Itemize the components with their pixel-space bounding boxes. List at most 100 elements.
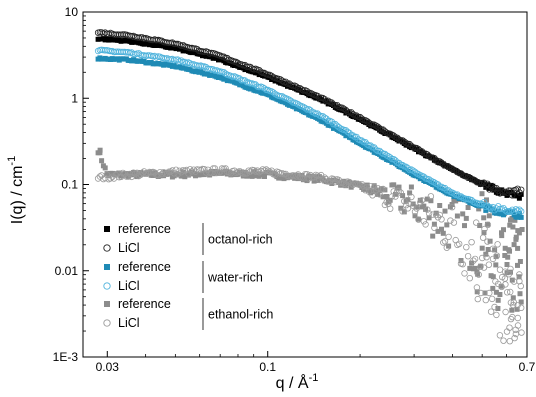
data-point-s5-163 [383, 198, 390, 206]
data-point-s4-202 [453, 198, 459, 204]
data-point-s4-235 [493, 254, 499, 260]
data-point-s5-229 [484, 221, 492, 228]
data-point-s5-216 [475, 271, 482, 278]
data-point-s4-175 [405, 197, 411, 203]
data-point-s4-161 [380, 194, 386, 200]
data-point-s5-43 [170, 170, 178, 177]
data-point-s5-155 [369, 192, 376, 199]
data-point-s4-234 [492, 247, 498, 253]
data-point-s3-149 [358, 137, 366, 144]
data-point-s1-78 [232, 58, 240, 66]
data-point-s3-165 [387, 154, 394, 161]
data-point-s4-180 [414, 204, 420, 210]
data-point-s3-198 [445, 187, 452, 194]
data-point-s3-45 [174, 56, 181, 63]
data-point-s5-182 [417, 199, 424, 206]
data-point-s3-205 [457, 193, 465, 200]
data-point-s1-239 [518, 186, 525, 193]
data-point-s1-210 [466, 174, 473, 181]
data-point-s1-118 [303, 87, 311, 95]
data-point-s4-275 [97, 147, 103, 153]
data-point-s5-219 [477, 289, 484, 297]
data-point-s1-56 [193, 46, 201, 53]
data-point-s4-221 [479, 191, 485, 197]
data-point-s4-269 [516, 230, 522, 236]
data-point-s3-133 [330, 120, 337, 128]
data-point-s5-226 [484, 238, 491, 245]
data-point-s4-267 [515, 262, 520, 268]
data-point-s4-236 [493, 289, 499, 295]
data-point-s5-180 [413, 205, 420, 212]
data-point-s3-239 [518, 208, 525, 215]
data-point-s5-170 [395, 187, 403, 195]
data-point-s5-222 [480, 264, 488, 271]
data-point-s5-268 [514, 322, 522, 329]
y-axis-title: I(q) / cm-1 [6, 156, 26, 224]
data-point-s4-167 [391, 182, 397, 188]
data-point-s5-213 [471, 255, 479, 263]
data-point-s5-161 [379, 185, 387, 193]
y-tick-label: 1 [71, 91, 78, 105]
data-point-s4-190 [431, 221, 437, 227]
data-point-s5-207 [461, 270, 468, 277]
data-point-s1-71 [220, 53, 227, 60]
data-point-s4-17 [125, 174, 131, 180]
data-point-s4-233 [490, 274, 496, 280]
data-point-s4-171 [398, 205, 404, 211]
data-point-s5-80 [236, 167, 243, 175]
data-point-s4-117 [302, 175, 308, 181]
data-point-s4-188 [428, 198, 434, 204]
x-tick-label: 0.03 [96, 360, 120, 374]
data-point-s3-154 [367, 142, 374, 149]
data-point-s5-72 [222, 165, 229, 172]
data-point-s4-238 [495, 297, 501, 303]
data-point-s5-196 [441, 238, 449, 245]
data-point-s5-172 [399, 208, 406, 215]
data-point-s4-121 [309, 173, 315, 179]
data-point-s5-215 [473, 219, 480, 226]
data-point-s3-109 [287, 97, 295, 105]
data-point-s1-200 [448, 165, 456, 172]
data-point-s4-193 [437, 203, 443, 208]
data-point-s5-154 [367, 183, 374, 190]
data-point-s4-48 [180, 169, 186, 175]
data-point-s5-211 [468, 238, 475, 246]
data-point-s5-204 [456, 240, 463, 248]
data-point-s5-165 [387, 205, 394, 212]
data-point-s4-196 [442, 208, 448, 214]
data-point-s4-270 [517, 291, 523, 297]
legend-group-label: ethanol-rich [208, 308, 273, 322]
data-point-s4-123 [313, 174, 319, 180]
data-point-s3-174 [402, 163, 410, 170]
data-point-s4-259 [510, 224, 516, 230]
data-point-s5-128 [321, 174, 328, 181]
data-point-s5-252 [507, 288, 514, 296]
data-point-s5-39 [163, 170, 171, 177]
legend-entry-label: reference [118, 222, 171, 236]
data-point-s4-243 [499, 230, 504, 236]
data-point-s4-261 [512, 217, 518, 223]
data-point-s3-221 [486, 203, 493, 211]
data-point-s4-232 [490, 285, 496, 291]
data-point-s3-167 [390, 155, 397, 163]
data-point-s5-221 [479, 234, 487, 241]
data-point-s5-237 [493, 252, 501, 259]
data-point-s5-38 [162, 170, 169, 177]
data-point-s4-187 [426, 215, 432, 221]
data-point-s5-223 [481, 225, 488, 233]
data-point-s5-45 [174, 170, 181, 178]
data-point-s5-232 [489, 245, 496, 252]
data-point-s5-183 [418, 197, 426, 204]
data-point-s5-208 [463, 243, 470, 251]
data-point-s3-236 [512, 206, 520, 213]
data-point-s3-184 [420, 173, 427, 180]
data-point-s3-157 [372, 146, 380, 153]
data-point-s4-177 [408, 184, 414, 190]
data-point-s3-172 [399, 161, 406, 169]
data-point-s1-120 [307, 89, 314, 97]
data-point-s5-194 [438, 216, 445, 223]
x-axis-title: q / Å-1 [276, 372, 319, 392]
data-point-s4-257 [509, 277, 515, 283]
data-point-s1-44 [172, 40, 180, 48]
data-point-s4-168 [393, 191, 398, 197]
